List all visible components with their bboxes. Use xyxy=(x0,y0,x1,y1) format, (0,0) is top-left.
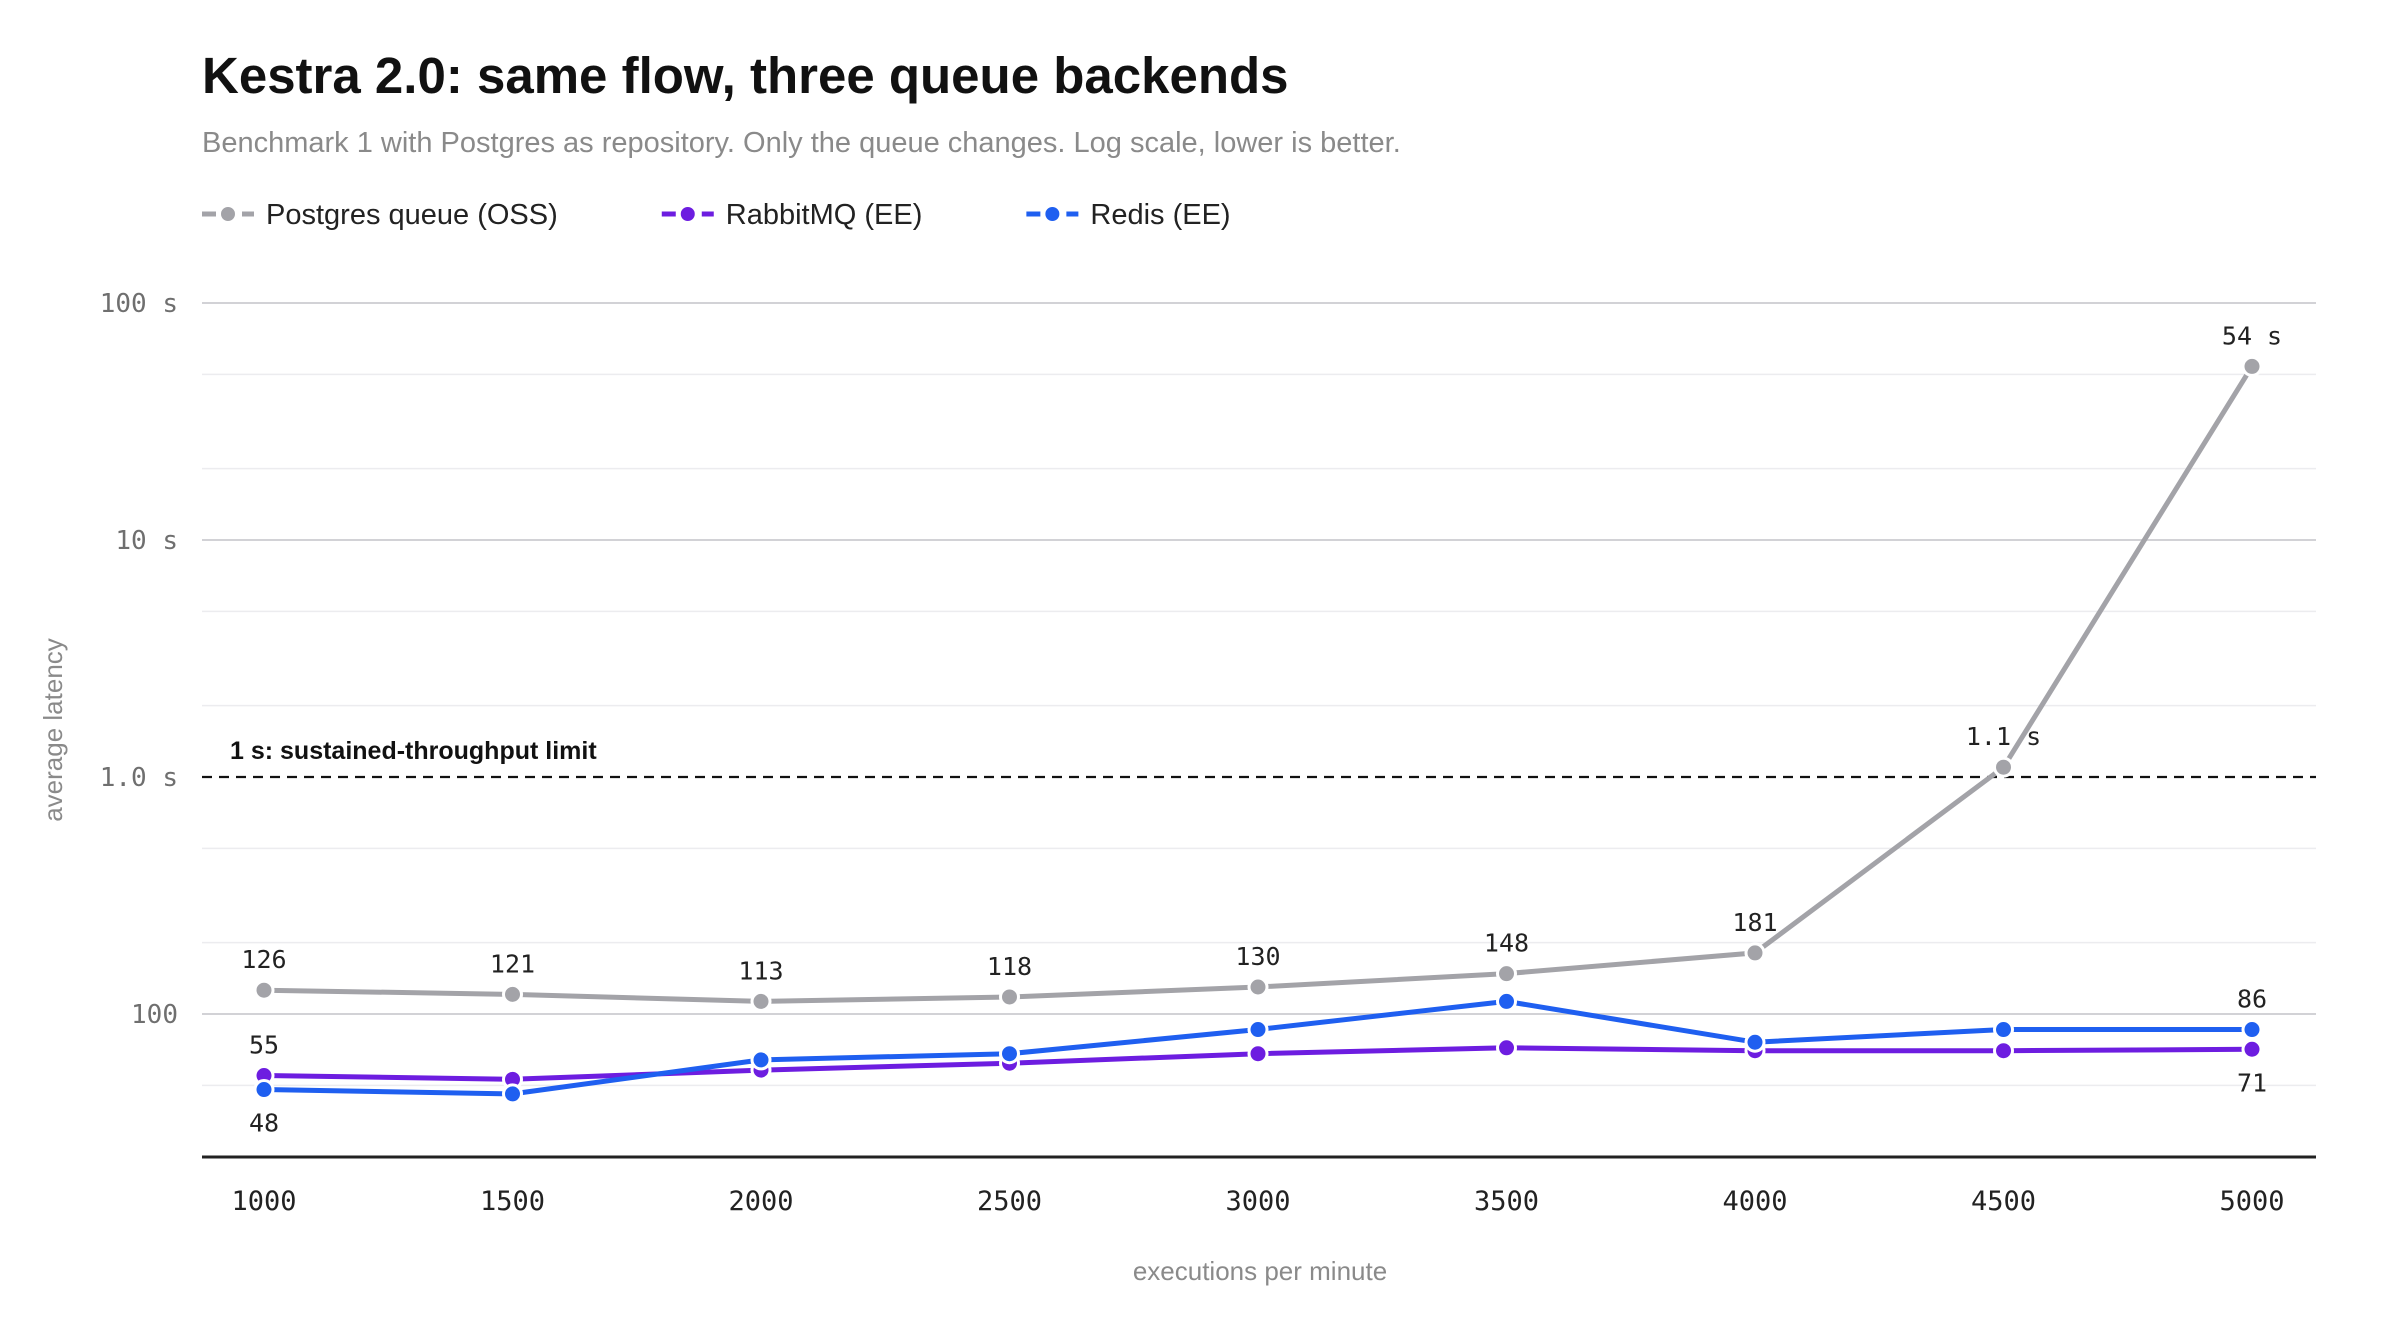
data-point xyxy=(253,979,275,1001)
x-axis-ticks: 1000 1500 2000 2500 3000 3500 4000 4500 5000 xyxy=(202,1155,2316,1217)
x-tick-label: 4000 xyxy=(1722,1186,1787,1217)
grid xyxy=(202,302,2316,1087)
data-label: 118 xyxy=(987,952,1032,981)
y-tick-label: 100 s xyxy=(100,289,178,319)
data-label: 55 xyxy=(249,1031,279,1060)
legend: Postgres queue (OSS) RabbitMQ (EE) Redis (… xyxy=(202,199,1231,231)
chart-title: Kestra 2.0: same flow, three queue backe… xyxy=(202,47,1289,104)
x-axis-label: executions per minute xyxy=(1133,1256,1387,1286)
data-point xyxy=(502,1083,523,1105)
data-point xyxy=(750,1049,772,1071)
x-tick-label: 3000 xyxy=(1225,1186,1290,1217)
reference-line-label: 1 s: sustained-throughput limit xyxy=(230,737,597,765)
data-label: 54 s xyxy=(2222,321,2282,350)
data-point xyxy=(253,1079,275,1101)
legend-item: Redis (EE) xyxy=(1026,199,1231,231)
legend-label: RabbitMQ (EE) xyxy=(726,199,923,231)
data-point xyxy=(2241,1038,2263,1060)
data-point xyxy=(1993,1040,2014,1062)
data-point xyxy=(502,983,523,1005)
legend-item: Postgres queue (OSS) xyxy=(202,199,558,231)
legend-item: RabbitMQ (EE) xyxy=(661,199,923,231)
data-label: 86 xyxy=(2237,985,2267,1014)
x-tick-label: 4500 xyxy=(1971,1186,2036,1217)
x-tick-label: 2000 xyxy=(728,1186,793,1217)
y-axis-ticks: 100 s 10 s 1.0 s 100 xyxy=(100,289,178,1030)
data-label: 1.1 s xyxy=(1966,722,2041,751)
data-point xyxy=(1744,942,1766,964)
data-label: 71 xyxy=(2237,1068,2267,1097)
y-tick-label: 10 s xyxy=(115,526,178,556)
x-tick-label: 1000 xyxy=(231,1186,296,1217)
data-labels: 126 121 113 118 130 148 181 1.1 s 54 s 55 71 48 86 xyxy=(241,321,2282,1137)
data-point xyxy=(1247,1043,1269,1065)
legend-swatch-marker xyxy=(678,205,697,223)
data-point xyxy=(1247,1019,1269,1041)
series-line xyxy=(261,363,2255,1004)
legend-swatch-marker xyxy=(1043,205,1062,223)
data-point xyxy=(1247,976,1269,998)
data-point xyxy=(999,986,1020,1008)
data-point xyxy=(750,990,772,1012)
x-tick-label: 5000 xyxy=(2219,1186,2284,1217)
data-point xyxy=(1496,1037,1517,1059)
data-point xyxy=(2241,1019,2263,1041)
data-label: 126 xyxy=(241,945,286,974)
data-label: 181 xyxy=(1732,908,1777,937)
legend-label: Postgres queue (OSS) xyxy=(266,199,558,231)
x-tick-label: 1500 xyxy=(480,1186,545,1217)
data-point xyxy=(1993,756,2014,778)
data-point xyxy=(2241,355,2263,377)
data-label: 48 xyxy=(249,1109,279,1138)
data-label: 113 xyxy=(738,956,783,985)
x-tick-label: 3500 xyxy=(1474,1186,1539,1217)
data-label: 130 xyxy=(1235,942,1280,971)
y-axis-label: average latency xyxy=(38,638,68,822)
legend-label: Redis (EE) xyxy=(1090,199,1230,231)
data-point xyxy=(999,1043,1020,1065)
data-point xyxy=(1993,1019,2014,1041)
data-label: 148 xyxy=(1484,929,1529,958)
chart-subtitle: Benchmark 1 with Postgres as repository.… xyxy=(202,127,1401,159)
data-point xyxy=(1744,1031,1766,1053)
reference-line-group: 1 s: sustained-throughput limit xyxy=(202,737,2316,779)
y-tick-label: 1.0 s xyxy=(100,763,178,793)
data-point xyxy=(1496,990,1517,1012)
x-tick-label: 2500 xyxy=(977,1186,1042,1217)
series-group xyxy=(253,355,2263,1105)
y-tick-label: 100 xyxy=(131,1000,178,1030)
legend-swatch-marker xyxy=(219,205,237,223)
data-point xyxy=(1496,963,1517,985)
data-label: 121 xyxy=(490,949,535,978)
